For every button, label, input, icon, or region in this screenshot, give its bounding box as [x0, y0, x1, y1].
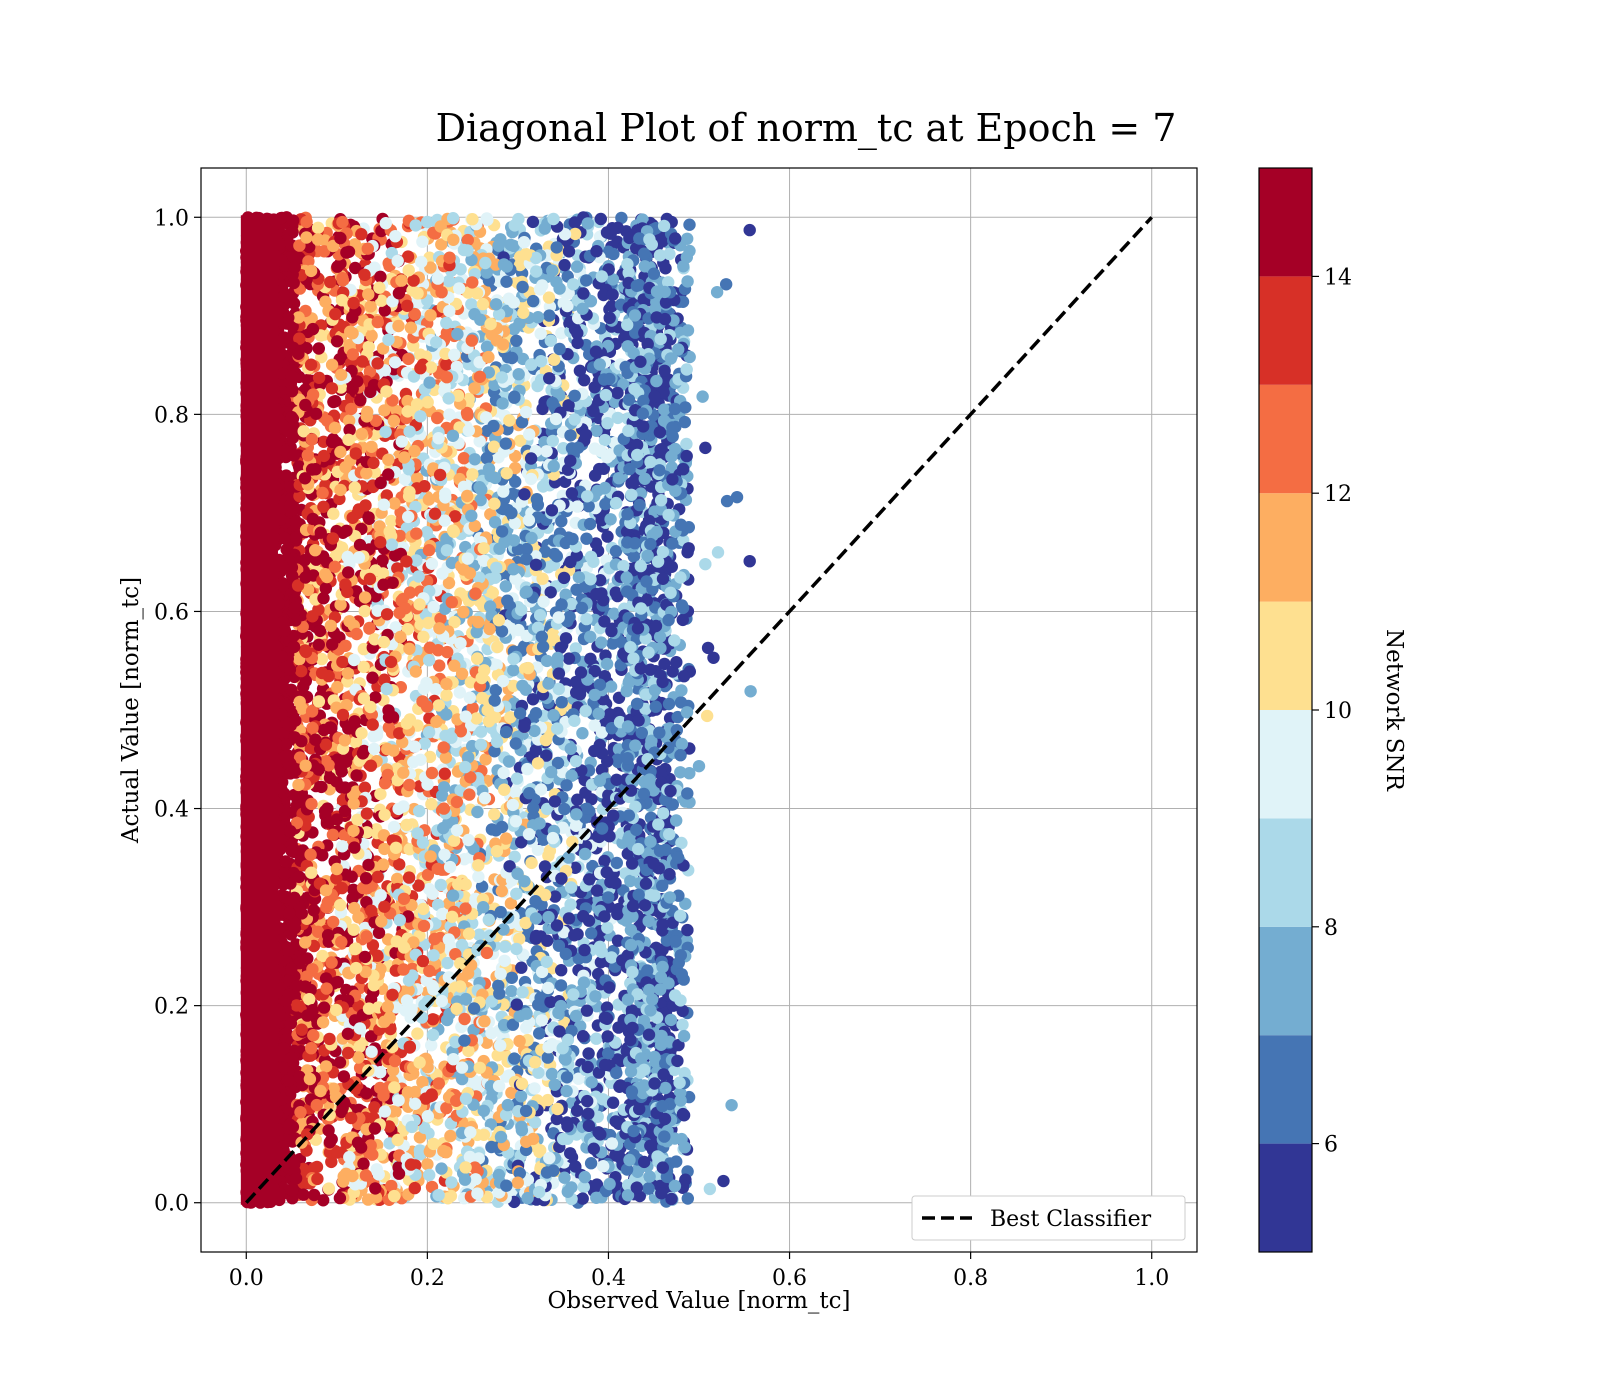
chart-title: Diagonal Plot of norm_tc at Epoch = 7	[436, 106, 1177, 151]
scatter-point	[505, 985, 518, 998]
scatter-point	[325, 1155, 338, 1169]
scatter-point	[489, 684, 502, 697]
scatter-point	[437, 781, 451, 794]
scatter-point	[331, 680, 344, 694]
scatter-point	[557, 442, 570, 455]
scatter-point	[543, 300, 557, 313]
scatter-point	[473, 435, 486, 448]
scatter-points	[240, 211, 696, 1209]
scatter-point	[421, 1158, 434, 1171]
scatter-point	[508, 850, 521, 863]
scatter-point	[312, 371, 326, 384]
scatter-point	[439, 751, 453, 764]
scatter-point	[334, 483, 347, 497]
scatter-point	[325, 358, 339, 371]
scatter-point	[590, 1032, 603, 1045]
scatter-point	[440, 358, 453, 371]
scatter-point	[360, 467, 373, 480]
scatter-point	[569, 1160, 582, 1173]
scatter-point	[444, 1129, 457, 1143]
scatter-point	[466, 701, 479, 715]
scatter-point	[413, 804, 426, 818]
scatter-point	[540, 802, 554, 816]
scatter-point	[333, 492, 346, 506]
scatter-point	[425, 1039, 438, 1052]
scatter-point	[576, 727, 589, 740]
scatter-point	[658, 657, 671, 671]
scatter-point	[513, 1034, 526, 1048]
scatter-point	[402, 352, 415, 366]
scatter-point	[363, 621, 376, 635]
scatter-point	[424, 309, 437, 322]
scatter-point	[443, 408, 456, 421]
scatter-point	[504, 897, 518, 910]
scatter-point	[545, 1067, 559, 1081]
scatter-point	[454, 263, 467, 276]
scatter-point	[411, 472, 424, 485]
scatter-point	[425, 797, 438, 811]
scatter-point	[583, 517, 597, 531]
scatter-point	[431, 411, 444, 425]
scatter-point	[374, 787, 387, 801]
scatter-point	[525, 856, 538, 870]
scatter-point	[526, 215, 540, 229]
scatter-point	[558, 1171, 571, 1184]
scatter-point	[615, 211, 628, 225]
scatter-point	[326, 828, 340, 841]
scatter-point	[587, 555, 600, 568]
scatter-point	[550, 550, 563, 563]
scatter-point	[514, 434, 527, 447]
scatter-point	[555, 696, 568, 709]
scatter-point	[609, 586, 622, 599]
scatter-point	[598, 854, 611, 868]
scatter-point	[485, 1027, 498, 1040]
scatter-point	[507, 664, 520, 677]
scatter-point	[411, 1027, 424, 1040]
scatter-point	[488, 808, 501, 821]
scatter-point	[584, 1157, 598, 1170]
scatter-point	[358, 781, 372, 794]
scatter-point	[443, 304, 456, 318]
scatter-point	[494, 1039, 507, 1052]
scatter-point	[420, 526, 433, 539]
scatter-point	[421, 215, 434, 229]
scatter-point	[582, 1047, 595, 1060]
scatter-point	[510, 772, 524, 785]
